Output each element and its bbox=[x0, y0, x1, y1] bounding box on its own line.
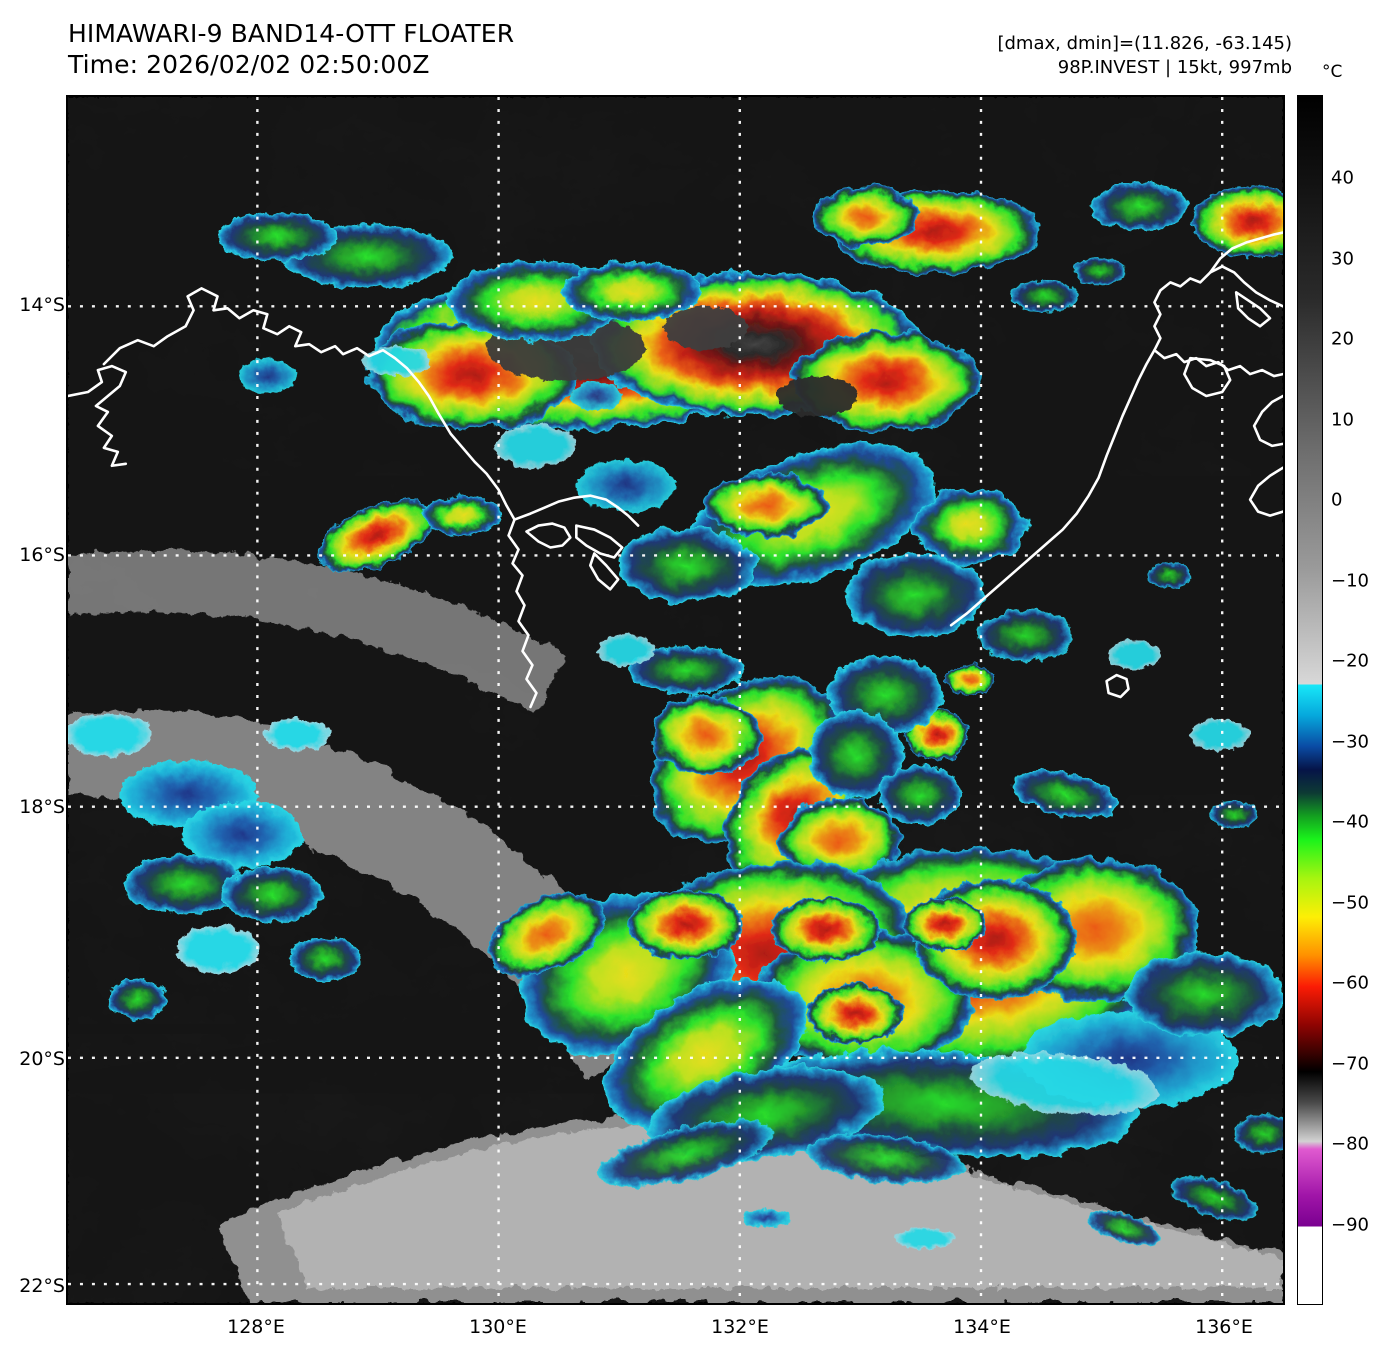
coastline-overlay bbox=[68, 231, 1283, 709]
colorbar-tick-label: −70 bbox=[1331, 1053, 1369, 1075]
x-tick-label: 132°E bbox=[711, 1316, 769, 1338]
colorbar-tick-label: 30 bbox=[1331, 248, 1354, 270]
page-title: HIMAWARI-9 BAND14-OTT FLOATER Time: 2026/… bbox=[68, 18, 514, 80]
product-title: HIMAWARI-9 BAND14-OTT FLOATER bbox=[68, 19, 515, 48]
colorbar-tick-label: −30 bbox=[1331, 731, 1369, 753]
satellite-imagery-plot[interactable]: Copyright © 2020-2026 Dapiya bbox=[66, 95, 1285, 1305]
colorbar-tick-label: −40 bbox=[1331, 811, 1369, 833]
satellite-raster bbox=[68, 97, 1283, 1303]
graticule-overlay bbox=[68, 97, 1283, 1303]
y-tick-label: 16°S bbox=[19, 544, 65, 566]
colorbar-gradient bbox=[1298, 96, 1322, 1304]
colorbar-tick-label: 0 bbox=[1331, 489, 1343, 511]
colorbar-tick-label: 40 bbox=[1331, 167, 1354, 189]
y-tick-label: 20°S bbox=[19, 1048, 65, 1070]
temperature-colorbar[interactable] bbox=[1297, 95, 1323, 1305]
data-minmax-label: [dmax, dmin]=(11.826, -63.145) bbox=[997, 33, 1292, 54]
y-tick-label: 22°S bbox=[19, 1275, 65, 1297]
colorbar-tick-label: −90 bbox=[1331, 1214, 1369, 1236]
observation-time: Time: 2026/02/02 02:50:00Z bbox=[68, 50, 430, 79]
x-tick-label: 136°E bbox=[1195, 1316, 1253, 1338]
colorbar-unit-label: °C bbox=[1322, 62, 1343, 82]
x-tick-label: 130°E bbox=[469, 1316, 527, 1338]
storm-info-label: 98P.INVEST | 15kt, 997mb bbox=[1057, 57, 1292, 78]
x-tick-label: 134°E bbox=[953, 1316, 1011, 1338]
x-tick-label: 128°E bbox=[227, 1316, 285, 1338]
y-tick-label: 14°S bbox=[19, 294, 65, 316]
y-tick-label: 18°S bbox=[19, 796, 65, 818]
colorbar-tick-label: −20 bbox=[1331, 650, 1369, 672]
colorbar-tick-label: −50 bbox=[1331, 892, 1369, 914]
colorbar-tick-label: 10 bbox=[1331, 409, 1354, 431]
colorbar-tick-label: 20 bbox=[1331, 328, 1354, 350]
metadata-block: [dmax, dmin]=(11.826, -63.145) 98P.INVEST… bbox=[997, 32, 1292, 80]
colorbar-tick-label: −60 bbox=[1331, 972, 1369, 994]
colorbar-tick-label: −80 bbox=[1331, 1133, 1369, 1155]
colorbar-tick-label: −10 bbox=[1331, 570, 1369, 592]
